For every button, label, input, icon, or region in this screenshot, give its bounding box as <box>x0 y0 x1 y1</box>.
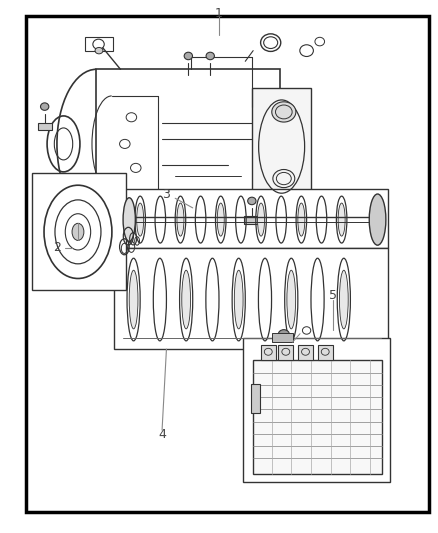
Ellipse shape <box>217 203 224 236</box>
Ellipse shape <box>278 329 290 340</box>
Ellipse shape <box>339 270 348 329</box>
Ellipse shape <box>248 197 256 205</box>
Ellipse shape <box>123 198 135 241</box>
Text: 5: 5 <box>329 289 337 302</box>
Ellipse shape <box>234 270 243 329</box>
Ellipse shape <box>287 270 296 329</box>
Ellipse shape <box>298 203 305 236</box>
Ellipse shape <box>369 194 386 245</box>
Text: 1: 1 <box>215 7 223 20</box>
Bar <box>253 360 382 474</box>
Text: 2: 2 <box>53 241 61 254</box>
Ellipse shape <box>184 52 193 60</box>
Ellipse shape <box>129 270 138 329</box>
Bar <box>278 345 293 360</box>
Ellipse shape <box>95 47 103 54</box>
Text: 4: 4 <box>158 428 166 441</box>
Bar <box>252 88 311 205</box>
Text: 3: 3 <box>162 188 170 201</box>
Polygon shape <box>114 189 388 248</box>
Bar <box>85 37 113 51</box>
Bar <box>32 173 126 290</box>
Bar <box>298 345 313 360</box>
Ellipse shape <box>338 203 345 236</box>
Polygon shape <box>114 248 388 349</box>
Bar <box>261 345 276 360</box>
Bar <box>272 333 293 342</box>
Ellipse shape <box>177 203 184 236</box>
Ellipse shape <box>72 223 84 240</box>
Ellipse shape <box>137 203 144 236</box>
Ellipse shape <box>182 270 191 329</box>
Ellipse shape <box>272 102 296 122</box>
Bar <box>318 345 333 360</box>
Ellipse shape <box>258 203 265 236</box>
Ellipse shape <box>206 52 214 60</box>
Bar <box>38 123 52 130</box>
Bar <box>96 69 280 219</box>
Bar <box>244 216 259 224</box>
Bar <box>251 384 260 413</box>
Bar <box>243 338 390 482</box>
Ellipse shape <box>40 103 49 110</box>
